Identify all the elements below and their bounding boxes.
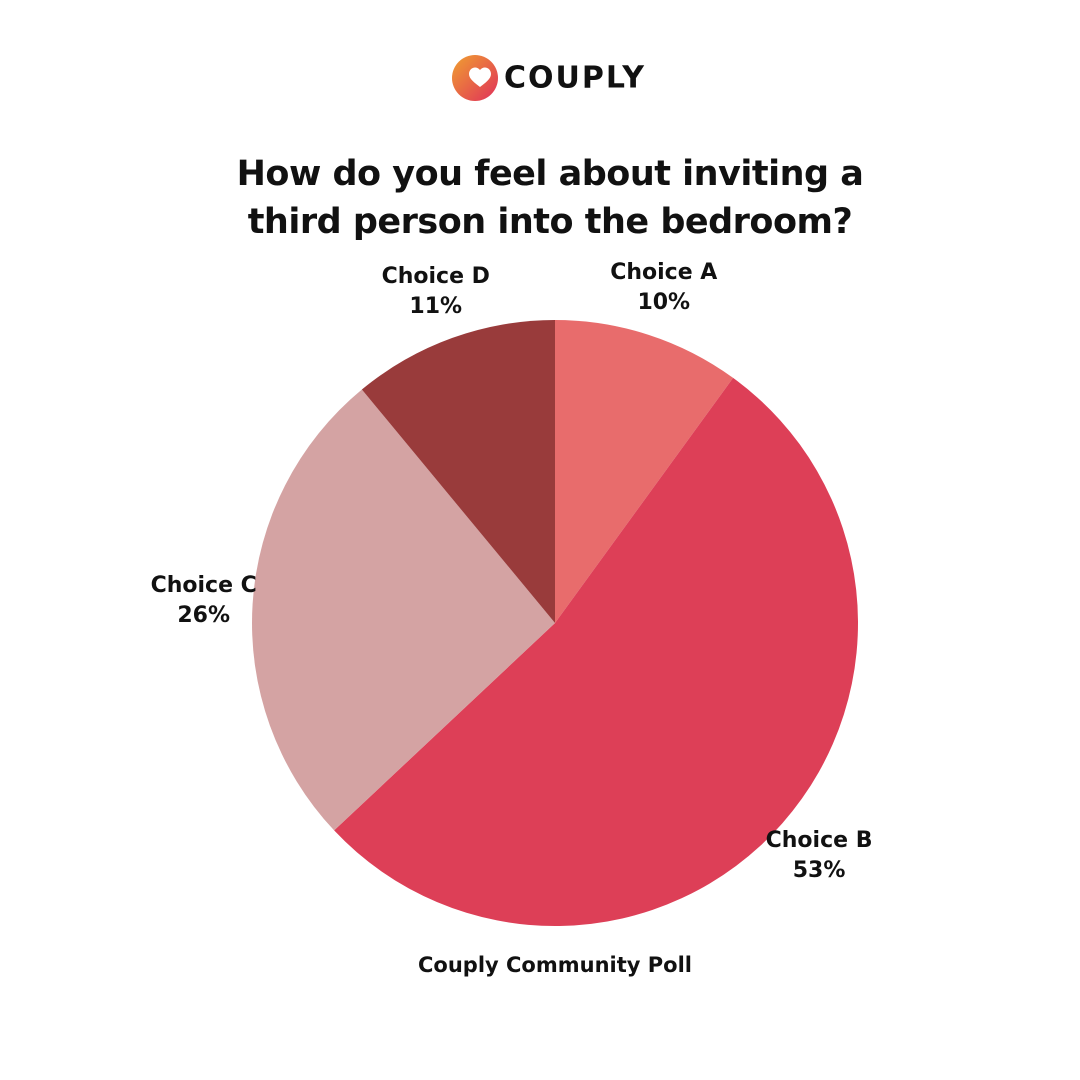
slice-value: 10% [637,290,690,315]
slice-label: Choice A [610,260,717,285]
slice-label: Choice C [151,573,257,598]
pie-slice [334,377,858,926]
slice-value: 11% [409,294,462,319]
logo-icon [452,55,498,101]
slice-label: Choice D [382,264,490,289]
slice-value: 26% [177,603,230,628]
slice-label: Choice B [766,828,873,853]
slice-value: 53% [793,858,846,883]
chart-title: How do you feel about inviting a third p… [236,154,864,242]
logo-text: COUPLY [504,61,646,96]
pie-slice [361,320,555,623]
source: Couply Community Poll [418,953,692,977]
pie-slice [555,320,734,623]
pie-slice [252,389,555,831]
